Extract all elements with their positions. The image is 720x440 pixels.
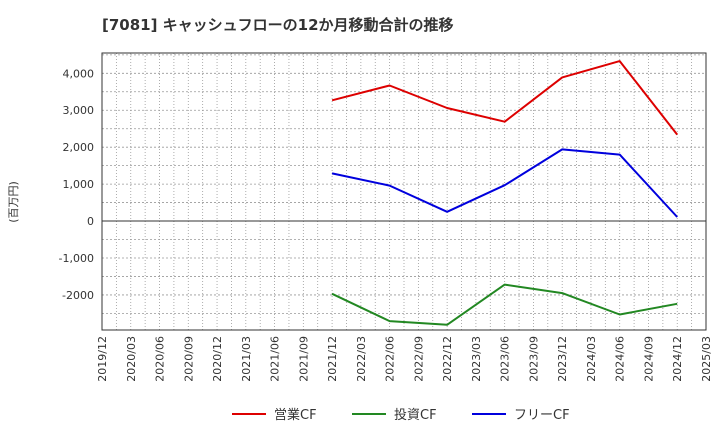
x-tick-label: 2024/12 xyxy=(671,336,684,382)
y-tick-label: -1,000 xyxy=(59,252,94,265)
legend-label-2: 投資CF xyxy=(394,407,437,423)
x-tick-label: 2019/12 xyxy=(96,336,109,382)
y-tick-label: 4,000 xyxy=(63,67,95,80)
x-tick-label: 2022/03 xyxy=(355,336,368,382)
x-tick-label: 2024/09 xyxy=(642,336,655,382)
series-lines xyxy=(331,60,678,326)
x-tick-label: 2023/12 xyxy=(556,336,569,382)
x-tick-label: 2022/06 xyxy=(384,336,397,382)
y-tick-label: 3,000 xyxy=(63,104,95,117)
x-tick-label: 2023/06 xyxy=(499,336,512,382)
x-tick-label: 2022/09 xyxy=(412,336,425,382)
y-tick-label: 0 xyxy=(87,215,94,228)
x-tick-label: 2020/03 xyxy=(125,336,138,382)
y-tick-label: 1,000 xyxy=(63,178,95,191)
x-tick-label: 2022/12 xyxy=(441,336,454,382)
y-tick-labels: 4,000 3,000 2,000 1,000 0 -1,000 -2000 xyxy=(59,67,94,302)
y-tick-label: 2,000 xyxy=(63,141,95,154)
x-tick-label: 2024/03 xyxy=(585,336,598,382)
x-tick-label: 2020/06 xyxy=(154,336,167,382)
x-tick-label: 2020/12 xyxy=(211,336,224,382)
series-line-1 xyxy=(331,60,678,136)
legend: 営業CF 投資CF フリーCF xyxy=(232,407,570,423)
x-tick-label: 2023/09 xyxy=(527,336,540,382)
series-line-2 xyxy=(331,283,678,326)
legend-label-3: フリーCF xyxy=(514,408,570,423)
x-tick-label: 2021/03 xyxy=(240,336,253,382)
x-tick-label: 2021/06 xyxy=(269,336,282,382)
x-tick-label: 2020/09 xyxy=(182,336,195,382)
x-tick-label: 2024/06 xyxy=(614,336,627,382)
x-tick-label: 2025/03 xyxy=(700,336,713,382)
x-tick-label: 2021/09 xyxy=(297,336,310,382)
chart-title: [7081] キャッシュフローの12か月移動合計の推移 xyxy=(102,16,454,34)
y-tick-label: -2000 xyxy=(62,289,94,302)
y-axis-label: (百万円) xyxy=(7,181,20,223)
x-tick-label: 2023/03 xyxy=(470,336,483,382)
x-tick-labels: 2019/12 2020/03 2020/06 2020/09 2020/12 2021/… xyxy=(96,336,713,382)
series-line-3 xyxy=(331,148,678,218)
legend-label-1: 営業CF xyxy=(274,407,317,423)
x-tick-label: 2021/12 xyxy=(326,336,339,382)
plot-frame xyxy=(101,52,707,331)
